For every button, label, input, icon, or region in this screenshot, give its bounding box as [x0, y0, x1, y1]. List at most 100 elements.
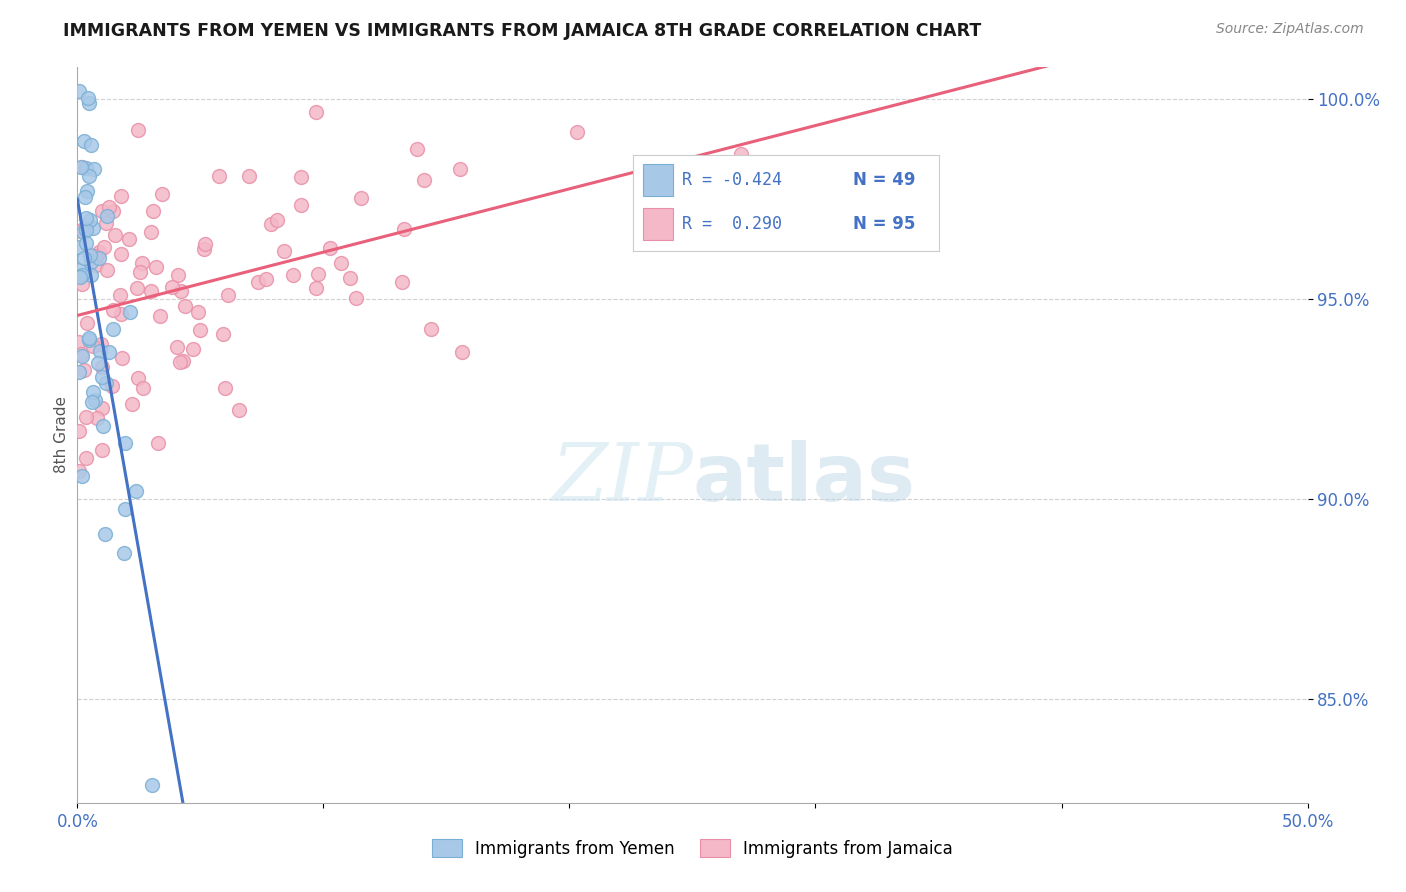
Bar — [643, 208, 673, 240]
Point — [110, 246, 132, 260]
Point — [67, 334, 90, 349]
Point — [67, 84, 90, 98]
Point — [82, 339, 104, 353]
Point — [77, 331, 100, 345]
Point — [194, 237, 217, 252]
Point — [101, 321, 124, 335]
Point — [170, 284, 193, 298]
Point — [82, 220, 104, 235]
Point — [247, 275, 270, 289]
Point — [139, 284, 162, 298]
Point — [76, 222, 98, 236]
Point — [67, 365, 90, 379]
Point — [80, 268, 103, 282]
Point — [145, 260, 167, 275]
Point — [307, 267, 329, 281]
Point — [174, 300, 197, 314]
Point — [110, 288, 132, 302]
Point — [90, 336, 112, 351]
Point — [91, 370, 114, 384]
Point — [208, 169, 231, 183]
Point — [91, 418, 114, 433]
Point — [69, 224, 91, 238]
Point — [72, 363, 94, 377]
Point — [72, 350, 94, 364]
Point — [82, 384, 104, 399]
Point — [228, 403, 250, 417]
Point — [344, 291, 367, 305]
Point — [96, 263, 118, 277]
Point — [128, 265, 150, 279]
Point — [67, 464, 90, 478]
Point — [406, 142, 429, 156]
Point — [91, 443, 114, 458]
Point — [148, 436, 170, 450]
Point — [281, 268, 304, 283]
Point — [127, 123, 149, 137]
Point — [172, 353, 194, 368]
Text: R = -0.424: R = -0.424 — [682, 171, 782, 189]
Point — [75, 161, 97, 175]
Point — [266, 213, 288, 227]
Point — [93, 240, 115, 254]
Point — [238, 169, 260, 183]
Point — [319, 241, 342, 255]
Point — [75, 211, 97, 225]
Point — [142, 204, 165, 219]
Point — [111, 351, 134, 365]
Point — [118, 304, 141, 318]
Point — [212, 327, 235, 342]
Legend: Immigrants from Yemen, Immigrants from Jamaica: Immigrants from Yemen, Immigrants from J… — [425, 832, 960, 864]
Point — [167, 268, 190, 283]
Point — [193, 242, 215, 256]
Point — [75, 410, 97, 425]
Point — [87, 252, 110, 266]
Point — [188, 323, 211, 337]
Text: N = 95: N = 95 — [853, 215, 915, 234]
Point — [84, 258, 107, 272]
Point — [101, 204, 124, 219]
Point — [100, 379, 122, 393]
Point — [273, 244, 295, 259]
Point — [169, 355, 191, 369]
Point — [114, 436, 136, 450]
Point — [349, 191, 371, 205]
Point — [412, 173, 434, 187]
Point — [304, 281, 326, 295]
Point — [89, 344, 111, 359]
Point — [93, 527, 115, 541]
Point — [121, 397, 143, 411]
Point — [96, 216, 118, 230]
Point — [90, 204, 112, 219]
Point — [70, 160, 93, 174]
Point — [70, 268, 93, 283]
Point — [339, 270, 361, 285]
Point — [73, 135, 96, 149]
Point — [110, 307, 132, 321]
Point — [150, 186, 173, 201]
Point — [67, 263, 90, 277]
Point — [730, 146, 752, 161]
Point — [139, 225, 162, 239]
Point — [69, 269, 91, 284]
Point — [419, 322, 441, 336]
Point — [110, 189, 132, 203]
Point — [97, 200, 120, 214]
Point — [73, 251, 96, 265]
Point — [69, 346, 91, 360]
Point — [131, 255, 153, 269]
Point — [98, 345, 121, 359]
Point — [166, 340, 188, 354]
Point — [72, 225, 94, 239]
Bar — [643, 164, 673, 195]
Point — [260, 217, 283, 231]
Text: N = 49: N = 49 — [853, 171, 915, 189]
Point — [96, 210, 118, 224]
Point — [83, 249, 105, 263]
Point — [449, 162, 471, 177]
Point — [104, 227, 127, 242]
Point — [77, 333, 100, 347]
Point — [290, 169, 312, 184]
Point — [141, 778, 163, 792]
Point — [101, 303, 124, 318]
